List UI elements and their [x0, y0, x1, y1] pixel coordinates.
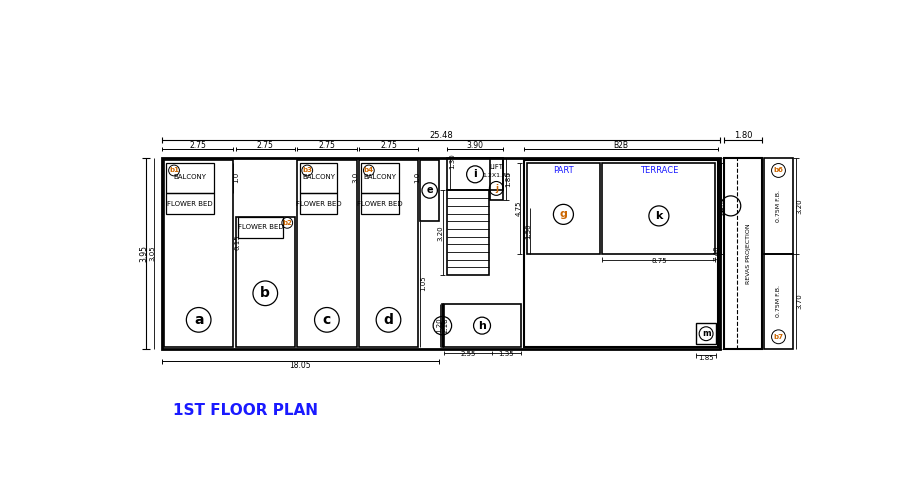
Text: a: a [194, 313, 204, 327]
Text: 2.75: 2.75 [380, 140, 397, 149]
Text: 1.0: 1.0 [234, 172, 239, 184]
Text: 3.05: 3.05 [149, 246, 156, 262]
Bar [448, 191, 489, 275]
Bar [361, 163, 399, 193]
Text: 2.75: 2.75 [256, 140, 274, 149]
Text: b: b [260, 286, 270, 300]
Text: e: e [427, 186, 433, 196]
Text: b7: b7 [774, 334, 784, 340]
Text: c: c [323, 313, 331, 327]
Text: 1.35: 1.35 [498, 352, 514, 358]
Text: b1: b1 [169, 167, 179, 174]
Bar [236, 217, 295, 347]
Text: 0.75M F.B.: 0.75M F.B. [776, 190, 781, 222]
Bar [167, 193, 214, 214]
Text: 7.40: 7.40 [714, 246, 720, 262]
Bar [444, 304, 521, 347]
Text: FLOWER BED: FLOWER BED [357, 201, 403, 207]
Text: BALCONY: BALCONY [363, 174, 397, 180]
Text: 4.75: 4.75 [516, 201, 521, 216]
Text: b4: b4 [364, 167, 374, 174]
Bar [238, 217, 284, 238]
Text: d: d [383, 313, 393, 327]
Text: 2.18: 2.18 [442, 318, 448, 333]
Bar [448, 158, 503, 191]
Text: 2.55: 2.55 [460, 352, 476, 358]
Text: j: j [495, 184, 497, 193]
Text: FLOWER BED: FLOWER BED [238, 224, 284, 230]
Text: FLOWER BED: FLOWER BED [295, 201, 342, 207]
Text: 1ST FLOOR PLAN: 1ST FLOOR PLAN [173, 403, 318, 418]
Bar [297, 160, 357, 347]
Text: 0.75M F.B.: 0.75M F.B. [776, 285, 781, 317]
Text: b2: b2 [283, 220, 292, 226]
Text: FLOWER BED: FLOWER BED [168, 201, 213, 207]
Text: 0.15: 0.15 [235, 234, 241, 250]
Bar [300, 163, 337, 193]
Text: k: k [655, 211, 662, 221]
Text: 3.20: 3.20 [796, 198, 803, 214]
Text: 3.20: 3.20 [438, 225, 443, 240]
Text: REVAS PROJECTION: REVAS PROJECTION [747, 223, 751, 284]
Text: 8.75: 8.75 [651, 259, 667, 265]
Text: 3.80: 3.80 [720, 200, 726, 216]
Text: BALCONY: BALCONY [302, 174, 335, 180]
Text: BALCONY: BALCONY [174, 174, 207, 180]
Bar [526, 163, 600, 254]
Bar [490, 158, 503, 200]
Text: 1.85: 1.85 [699, 355, 714, 361]
Text: TERRACE: TERRACE [640, 166, 678, 175]
Text: 0.30: 0.30 [717, 326, 723, 342]
Text: 1.05: 1.05 [419, 276, 426, 291]
Text: 25.48: 25.48 [429, 131, 453, 139]
Text: b3: b3 [303, 167, 313, 174]
Bar [696, 323, 716, 345]
Bar [164, 160, 234, 347]
Bar [420, 160, 439, 220]
Text: B2B: B2B [613, 140, 629, 149]
Text: g: g [560, 209, 567, 219]
Text: 1.80: 1.80 [734, 131, 752, 139]
Text: 1.85: 1.85 [506, 172, 511, 187]
Text: i: i [473, 170, 477, 180]
Text: b6: b6 [774, 167, 784, 174]
Text: PART: PART [553, 166, 573, 175]
Text: 1.0: 1.0 [414, 172, 420, 184]
Text: f: f [440, 320, 445, 330]
Text: 3.70: 3.70 [796, 293, 803, 309]
Text: m: m [702, 329, 710, 338]
Bar [300, 193, 337, 214]
Text: 18.05: 18.05 [290, 361, 311, 370]
Bar [602, 163, 716, 254]
Bar [764, 158, 793, 254]
Text: 2.75: 2.75 [189, 140, 206, 149]
Text: 1.20: 1.20 [436, 318, 442, 333]
Text: 1.30: 1.30 [449, 153, 455, 169]
Bar [161, 158, 720, 349]
Bar [359, 160, 419, 347]
Text: 3.0: 3.0 [352, 172, 359, 184]
Bar [724, 158, 762, 349]
Bar [167, 163, 214, 193]
Text: 1.50: 1.50 [525, 223, 531, 239]
Text: h: h [478, 320, 486, 330]
Bar [764, 254, 793, 349]
Text: LIFT: LIFT [489, 164, 503, 171]
Bar [525, 160, 718, 347]
Text: 1.2X1.70: 1.2X1.70 [482, 173, 510, 178]
Text: 3.90: 3.90 [467, 140, 484, 149]
Bar [361, 193, 399, 214]
Text: 2.75: 2.75 [318, 140, 335, 149]
Text: 3.95: 3.95 [140, 245, 149, 262]
